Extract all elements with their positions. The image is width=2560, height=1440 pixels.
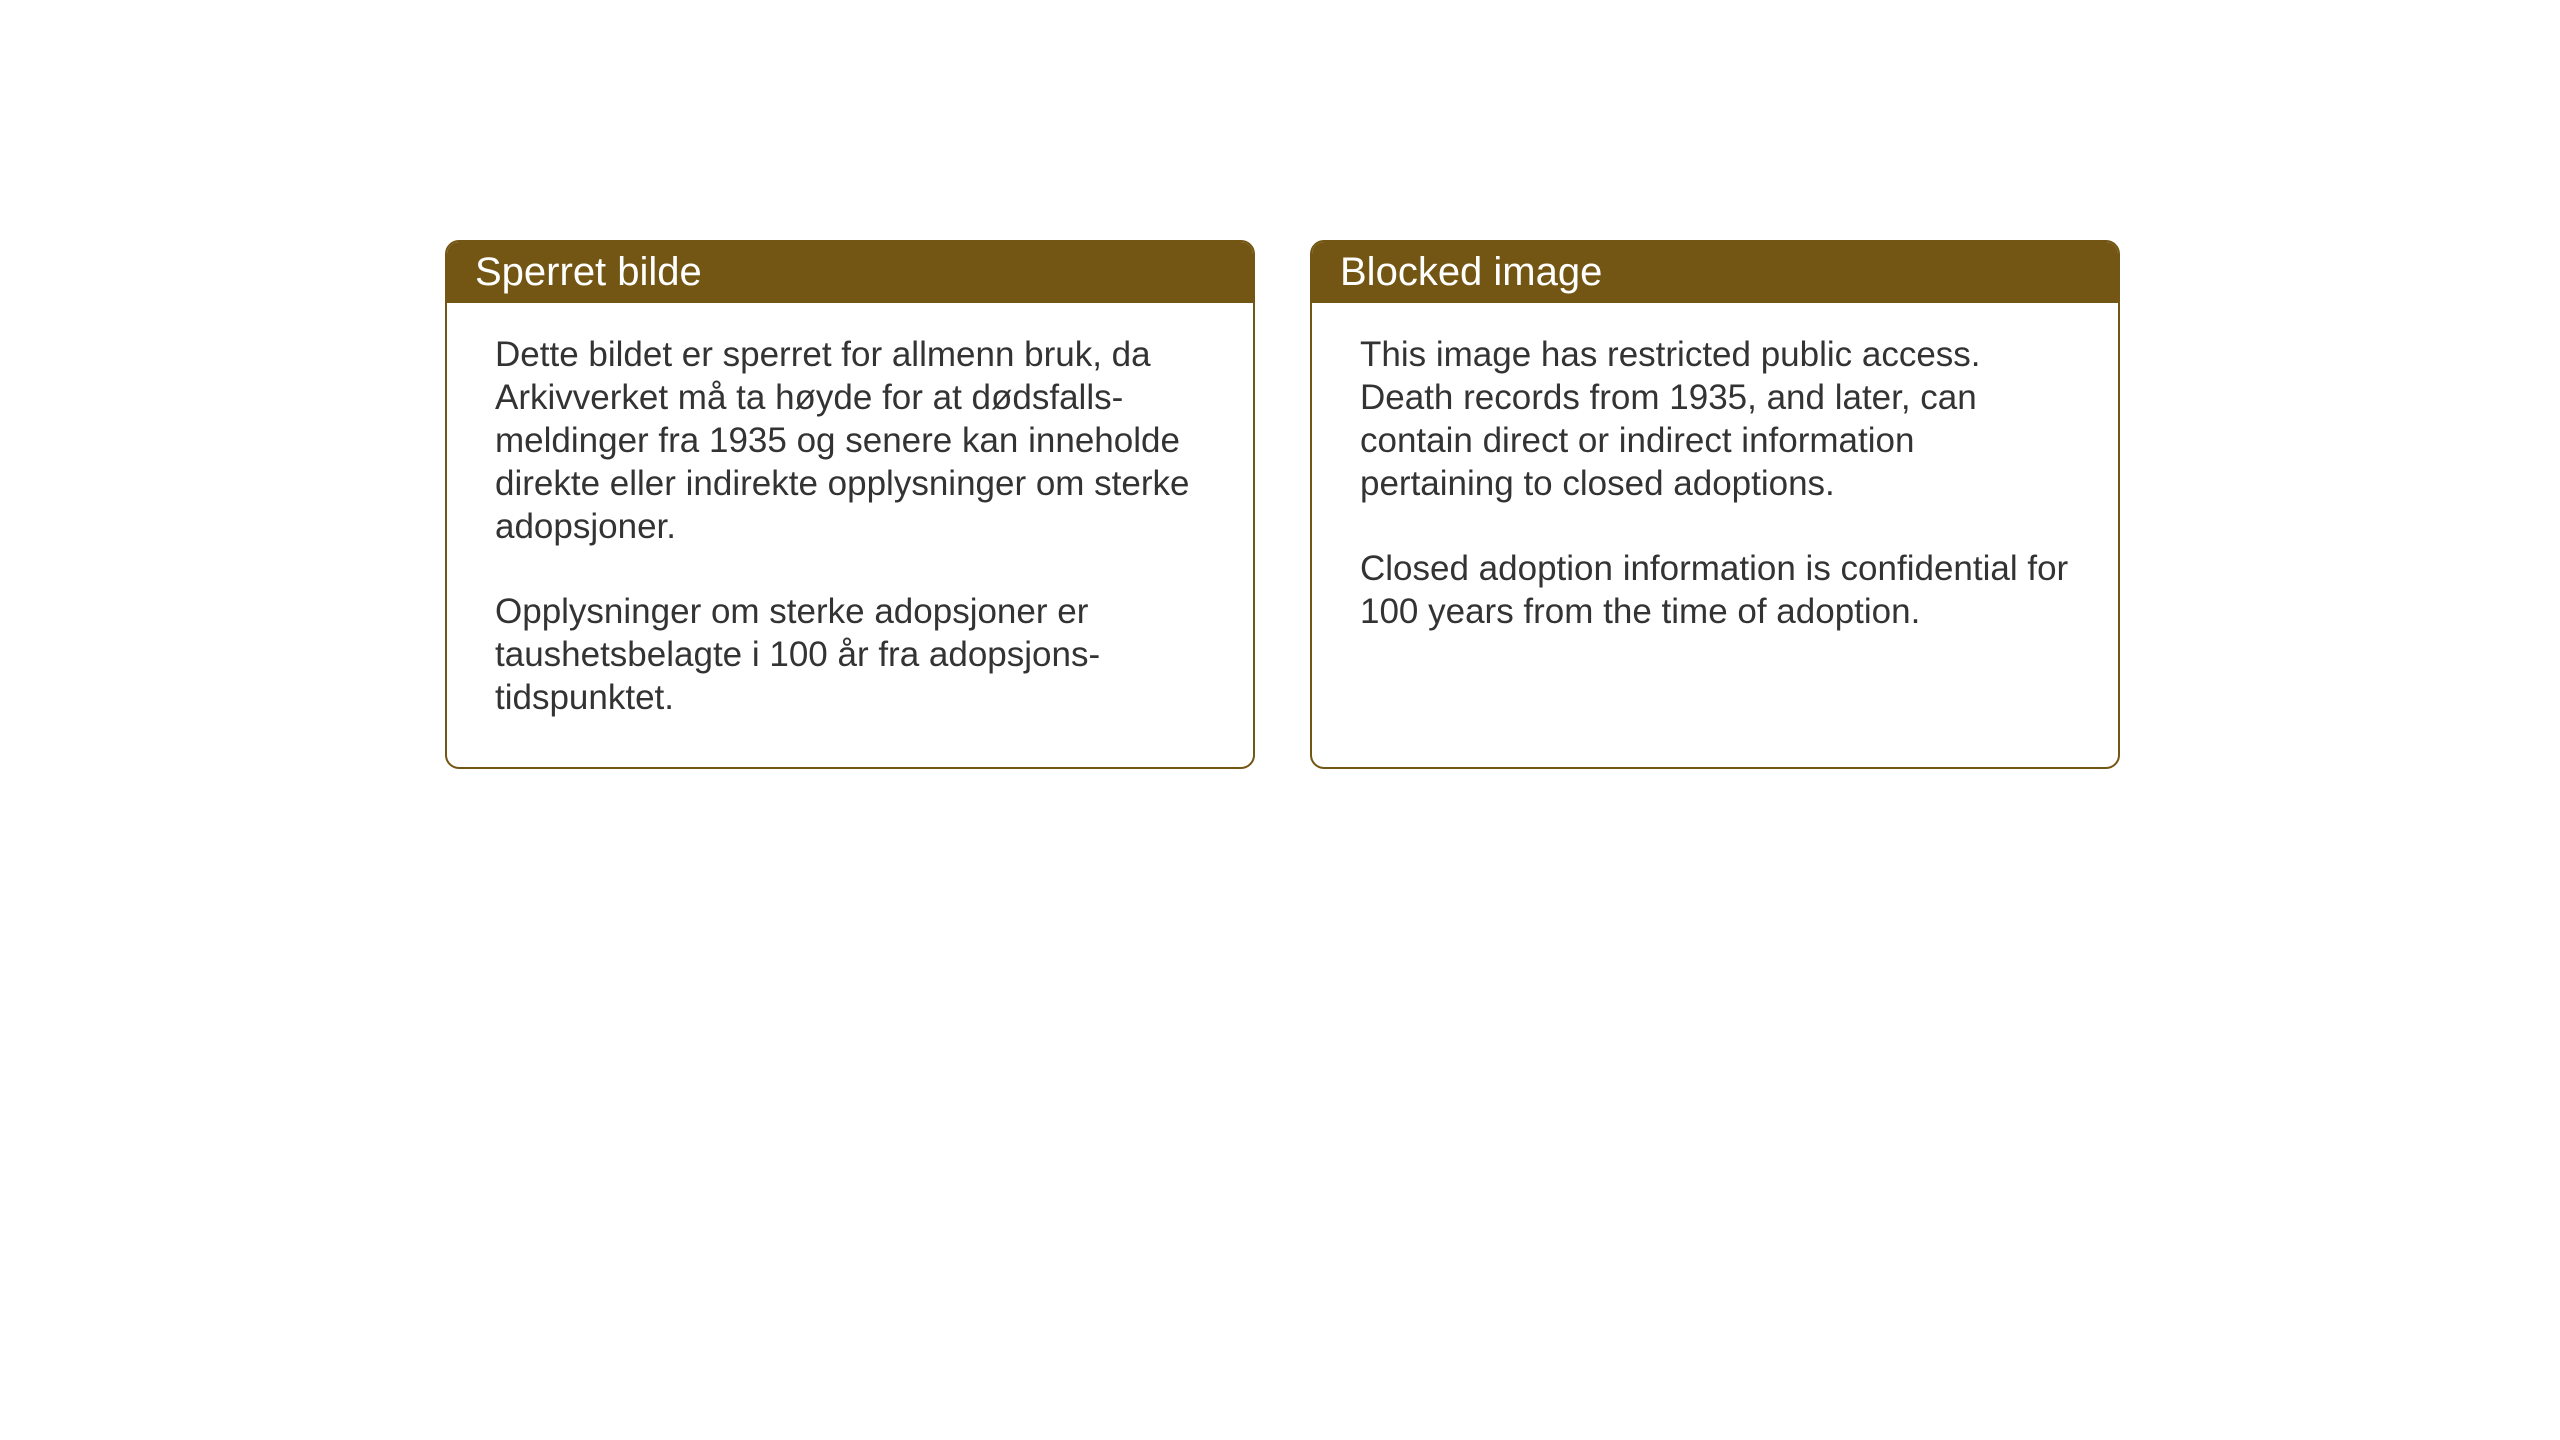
notice-paragraph: Dette bildet er sperret for allmenn bruk…	[495, 333, 1205, 548]
notice-paragraph: This image has restricted public access.…	[1360, 333, 2070, 505]
notice-box-norwegian: Sperret bilde Dette bildet er sperret fo…	[445, 240, 1255, 769]
notice-header-norwegian: Sperret bilde	[447, 242, 1253, 303]
notice-body-english: This image has restricted public access.…	[1312, 303, 2118, 681]
notice-body-norwegian: Dette bildet er sperret for allmenn bruk…	[447, 303, 1253, 767]
notice-header-english: Blocked image	[1312, 242, 2118, 303]
notice-box-english: Blocked image This image has restricted …	[1310, 240, 2120, 769]
notice-container: Sperret bilde Dette bildet er sperret fo…	[445, 240, 2120, 769]
notice-paragraph: Opplysninger om sterke adopsjoner er tau…	[495, 590, 1205, 719]
notice-paragraph: Closed adoption information is confident…	[1360, 547, 2070, 633]
